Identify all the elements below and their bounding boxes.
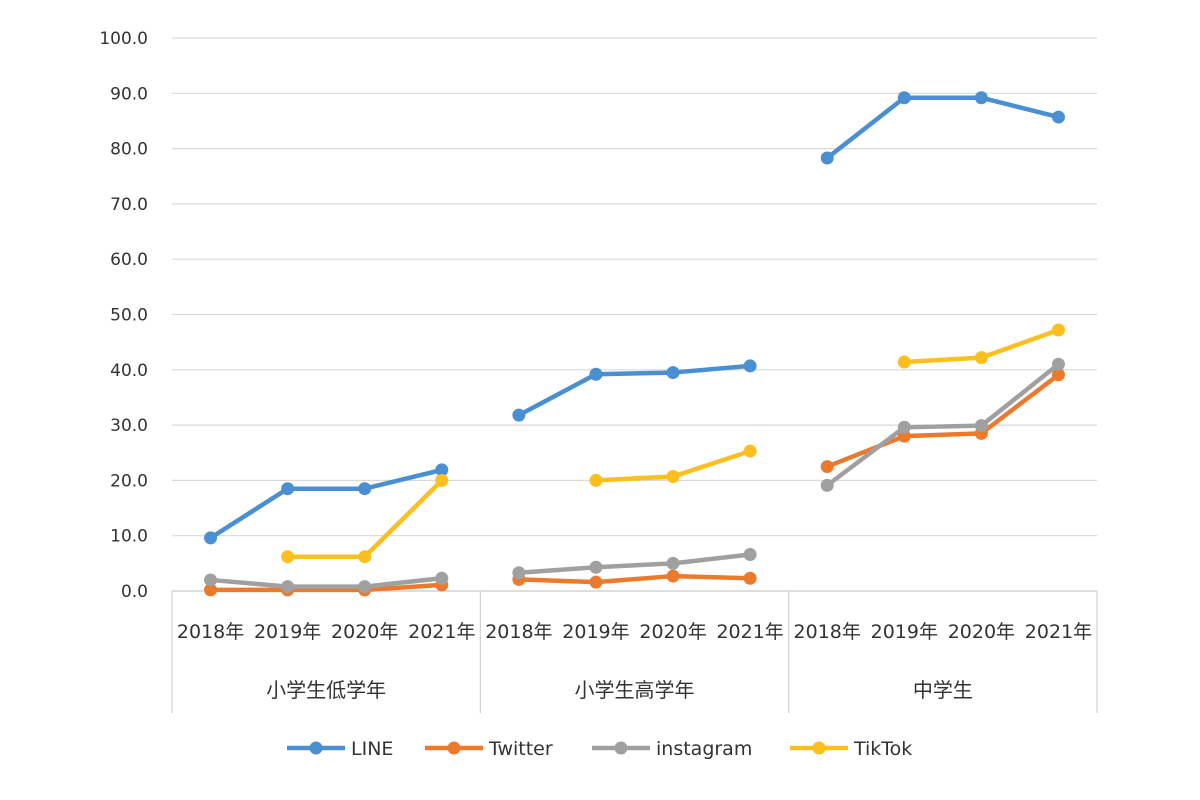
data-point [820,151,834,165]
data-point [897,420,911,434]
data-point [897,355,911,369]
data-point [1051,323,1065,337]
x-tick-label: 2019年 [254,621,321,643]
data-point [358,482,372,496]
legend-item-twitter: Twitter [425,738,553,760]
x-tick-label: 2018年 [177,621,244,643]
series-tiktok [281,323,1065,564]
data-point [743,444,757,458]
series-line [516,552,753,576]
data-point [435,571,449,585]
data-point [281,550,295,564]
x-tick-label: 2021年 [408,621,475,643]
y-tick-label: 30.0 [110,416,148,436]
y-tick-label: 100.0 [99,29,148,49]
series-layer [204,91,1065,597]
series-line [204,91,1065,545]
data-point [281,482,295,496]
data-point [743,548,757,562]
series-line [824,372,1061,469]
data-point [820,478,834,492]
series-line [824,362,1061,488]
series-instagram [204,357,1065,594]
data-point [743,359,757,373]
x-tick-label: 2021年 [716,621,783,643]
y-tick-label: 80.0 [110,140,148,160]
legend-marker [309,741,323,755]
data-point [666,569,680,583]
group-label: 中学生 [913,678,973,702]
series-line [824,95,1061,161]
y-tick-label: 40.0 [110,361,148,381]
y-tick-label: 10.0 [110,527,148,547]
series-line [516,363,753,418]
y-axis: 0.0 10.0 20.0 30.0 40.0 50.0 60.0 70.0 80.0 90.0 1… [99,29,148,602]
x-tick-label: 2021年 [1025,621,1092,643]
y-tick-label: 70.0 [110,195,148,215]
data-point [512,566,526,580]
data-point [974,91,988,105]
x-tick-label: 2020年 [639,621,706,643]
data-point [435,473,449,487]
data-point [666,556,680,570]
data-point [1051,110,1065,124]
y-tick-label: 20.0 [110,471,148,491]
data-point [281,580,295,594]
legend-item-instagram: instagram [592,738,752,760]
legend-label: Twitter [488,738,553,760]
legend: LINE Twitter instagram TikTok [287,738,912,760]
legend-item-tiktok: TikTok [790,738,912,760]
series-line [516,573,753,585]
y-tick-label: 50.0 [110,306,148,326]
data-point [743,571,757,585]
x-tick-label: 2019年 [871,621,938,643]
legend-label: instagram [656,738,752,760]
data-point [589,367,603,381]
legend-marker [812,741,826,755]
data-point [204,583,218,597]
x-tick-label: 2020年 [948,621,1015,643]
x-tick-label: 2019年 [562,621,629,643]
x-tick-label: 2020年 [331,621,398,643]
data-point [204,573,218,587]
legend-marker [614,741,628,755]
data-point [358,550,372,564]
data-point [1051,368,1065,382]
data-point [820,460,834,474]
data-point [1051,357,1065,371]
data-point [435,463,449,477]
data-point [358,580,372,594]
series-line [208,467,445,541]
legend-item-line: LINE [287,738,393,760]
data-point [897,91,911,105]
gridlines [172,37,1097,592]
data-point [589,560,603,574]
data-point [512,408,526,422]
series-line [208,582,445,593]
legend-label: LINE [351,738,393,760]
y-tick-label: 60.0 [110,250,148,270]
data-point [666,470,680,484]
data-point [589,473,603,487]
data-point [666,366,680,380]
data-point [974,419,988,433]
x-tick-label: 2018年 [794,621,861,643]
data-point [974,351,988,365]
series-twitter [204,368,1065,597]
data-point [589,575,603,589]
y-tick-label: 0.0 [121,582,148,602]
legend-label: TikTok [853,738,912,760]
group-label: 小学生低学年 [266,678,386,702]
series-line [208,576,445,589]
group-label: 小学生高学年 [575,678,695,702]
y-tick-label: 90.0 [110,84,148,104]
legend-marker [447,741,461,755]
data-point [204,531,218,545]
x-tick-label: 2018年 [485,621,552,643]
